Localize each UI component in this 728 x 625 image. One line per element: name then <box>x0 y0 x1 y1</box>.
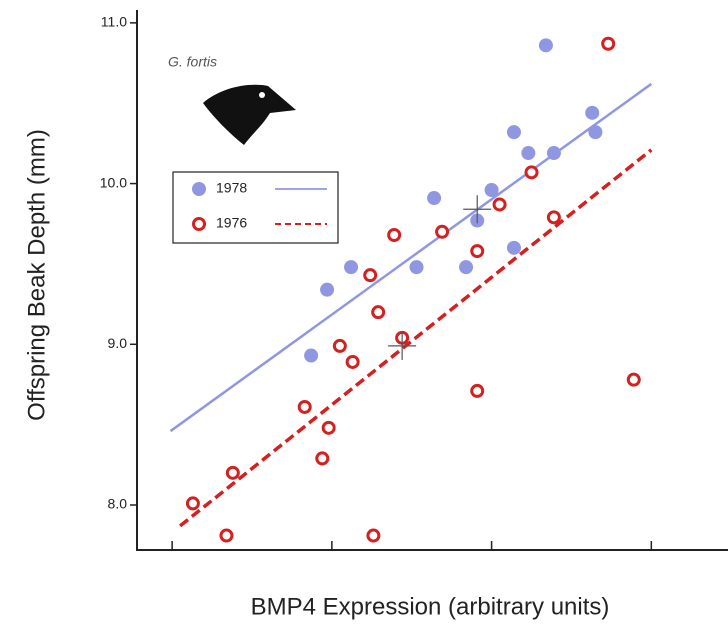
data-point <box>345 354 360 369</box>
y-tick-label: 10.0 <box>100 174 127 190</box>
data-point <box>470 383 485 398</box>
data-point <box>297 399 312 414</box>
data-point <box>315 451 330 466</box>
trend-line <box>179 148 653 528</box>
mean-cross <box>463 195 492 224</box>
legend-label: 1976 <box>216 215 247 231</box>
mean-cross <box>388 331 417 360</box>
y-axis-label: Offspring Beak Depth (mm) <box>23 129 50 421</box>
data-point <box>470 244 485 259</box>
data-point <box>626 372 641 387</box>
y-tick-label: 11.0 <box>101 14 127 30</box>
legend-marker <box>192 182 206 196</box>
data-point <box>320 282 335 297</box>
data-point <box>546 146 561 161</box>
y-tick-label: 8.0 <box>108 496 128 512</box>
data-point <box>371 305 386 320</box>
data-point <box>332 338 347 353</box>
data-point <box>225 465 240 480</box>
legend-marker <box>192 217 206 231</box>
data-point <box>492 197 507 212</box>
data-point <box>185 496 200 511</box>
data-point <box>484 183 499 197</box>
data-point <box>521 146 536 161</box>
data-point <box>538 38 553 53</box>
bird-eye <box>259 92 265 98</box>
data-point <box>363 268 378 283</box>
data-point <box>321 420 336 435</box>
data-point <box>427 191 442 206</box>
x-axis-label: BMP4 Expression (arbitrary units) <box>251 593 610 620</box>
annotation: G. fortis <box>168 54 217 70</box>
data-point <box>601 36 616 51</box>
data-point <box>409 260 424 275</box>
data-point <box>585 105 600 120</box>
data-point <box>506 125 521 140</box>
data-point <box>387 228 402 242</box>
data-point <box>435 224 450 239</box>
data-point <box>588 125 603 140</box>
data-point <box>344 260 359 275</box>
data-point <box>366 528 381 543</box>
legend-label: 1978 <box>216 180 247 196</box>
trend-line <box>169 82 653 433</box>
data-point <box>304 348 319 363</box>
y-tick-label: 9.0 <box>108 335 128 351</box>
data-point <box>506 240 521 255</box>
data-point <box>219 528 234 543</box>
bird-icon <box>203 84 296 145</box>
data-point <box>459 260 474 275</box>
data-point <box>546 210 561 225</box>
data-point <box>524 165 539 180</box>
